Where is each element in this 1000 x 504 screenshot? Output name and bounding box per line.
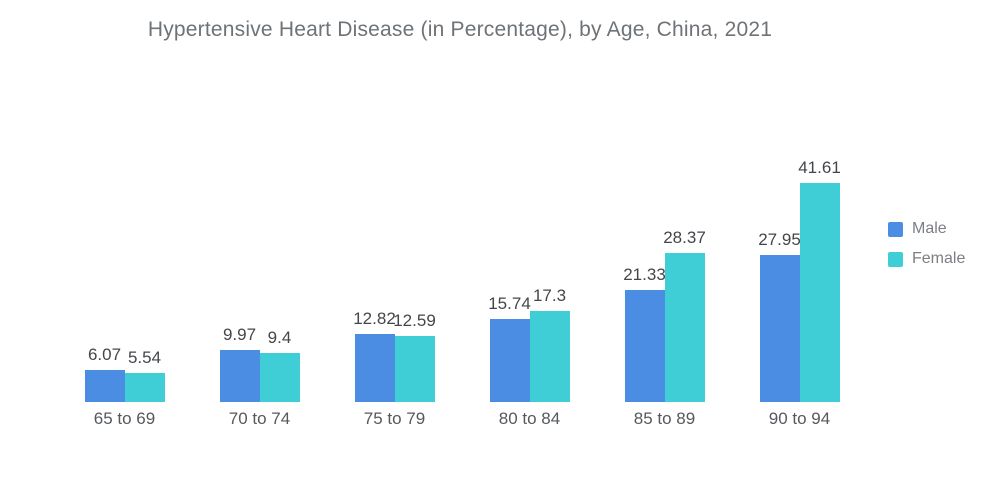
bar-male[interactable]: 27.95 — [758, 230, 801, 402]
category-label: 65 to 69 — [93, 409, 156, 428]
bar-male[interactable]: 6.07 — [84, 345, 125, 402]
legend-label: Female — [912, 250, 966, 267]
value-label: 21.33 — [623, 264, 666, 284]
bar-group: 6.07 5.54 — [57, 165, 192, 402]
bar-female[interactable]: 12.59 — [393, 311, 436, 402]
bar-female[interactable]: 17.3 — [529, 286, 570, 402]
bar-male[interactable]: 15.74 — [488, 294, 531, 402]
plot-area: 6.07 5.54 9.97 9.4 12.82 12.59 15.74 17.3 21.33 2… — [57, 158, 867, 402]
value-label: 12.82 — [353, 309, 396, 329]
legend-item-male[interactable]: Male — [888, 220, 965, 238]
legend-swatch-icon — [888, 251, 903, 267]
bar-female[interactable]: 28.37 — [663, 228, 706, 402]
value-label: 27.95 — [758, 229, 801, 249]
chart-title: Hypertensive Heart Disease (in Percentag… — [147, 18, 773, 41]
bar-group: 12.82 12.59 — [327, 165, 462, 402]
value-label: 17.3 — [532, 285, 567, 305]
category-label: 85 to 89 — [633, 409, 696, 428]
value-label: 9.97 — [222, 324, 257, 344]
category-label: 80 to 84 — [498, 409, 561, 428]
category-axis: 65 to 69 70 to 74 75 to 79 80 to 84 85 to 89… — [57, 409, 867, 429]
category-label: 70 to 74 — [228, 409, 291, 428]
category-label: 90 to 94 — [768, 409, 831, 428]
value-label: 41.61 — [798, 157, 841, 177]
bar-group: 27.95 41.61 — [732, 158, 867, 402]
legend-label: Male — [912, 220, 947, 237]
value-label: 9.4 — [267, 327, 292, 347]
value-label: 28.37 — [663, 227, 706, 247]
bar-female[interactable]: 41.61 — [798, 158, 841, 402]
value-label: 15.74 — [488, 294, 531, 314]
bar-female[interactable]: 9.4 — [259, 328, 300, 402]
value-label: 5.54 — [127, 347, 162, 367]
legend-swatch-icon — [888, 221, 903, 237]
bar-group: 15.74 17.3 — [462, 165, 597, 402]
legend: Male Female — [888, 220, 965, 268]
bar-female[interactable]: 5.54 — [124, 348, 165, 402]
value-label: 12.59 — [393, 310, 436, 330]
bar-male[interactable]: 21.33 — [623, 265, 666, 402]
legend-item-female[interactable]: Female — [888, 250, 965, 268]
category-label: 75 to 79 — [363, 409, 426, 428]
bar-group: 21.33 28.37 — [597, 165, 732, 402]
value-label: 6.07 — [87, 345, 122, 365]
bar-male[interactable]: 12.82 — [353, 309, 396, 402]
bar-group: 9.97 9.4 — [192, 165, 327, 402]
bar-male[interactable]: 9.97 — [219, 325, 260, 402]
